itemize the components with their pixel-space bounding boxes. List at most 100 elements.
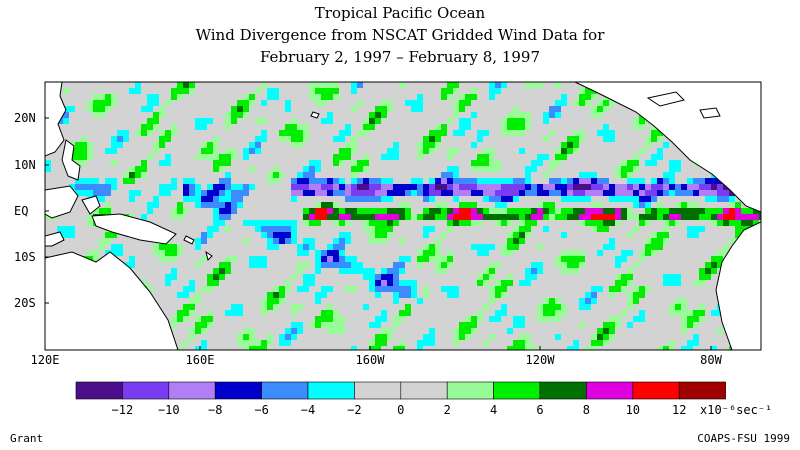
field-cell (603, 166, 609, 172)
field-cell (297, 196, 303, 202)
field-cell (417, 88, 423, 94)
field-cell (159, 274, 165, 280)
field-cell (183, 166, 189, 172)
field-cell (705, 172, 711, 178)
field-cell (675, 148, 681, 154)
field-cell (519, 154, 525, 160)
field-cell (381, 196, 387, 202)
field-cell (321, 106, 327, 112)
field-cell (687, 310, 693, 316)
field-cell (393, 244, 399, 250)
field-cell (285, 160, 291, 166)
field-cell (201, 166, 207, 172)
field-cell (417, 316, 423, 322)
field-cell (609, 268, 615, 274)
field-cell (357, 262, 363, 268)
field-cell (159, 298, 165, 304)
field-cell (147, 142, 153, 148)
field-cell (567, 214, 573, 220)
field-cell (345, 208, 351, 214)
field-cell (627, 226, 633, 232)
field-cell (243, 94, 249, 100)
field-cell (303, 238, 309, 244)
field-cell (429, 106, 435, 112)
field-cell (51, 250, 57, 256)
field-cell (369, 130, 375, 136)
field-cell (195, 298, 201, 304)
field-cell (75, 238, 81, 244)
field-cell (429, 226, 435, 232)
field-cell (285, 190, 291, 196)
field-cell (423, 124, 429, 130)
field-cell (753, 208, 759, 214)
field-cell (147, 154, 153, 160)
field-cell (195, 310, 201, 316)
field-cell (501, 124, 507, 130)
field-cell (519, 112, 525, 118)
field-cell (183, 232, 189, 238)
field-cell (273, 148, 279, 154)
field-cell (567, 262, 573, 268)
field-cell (675, 256, 681, 262)
field-cell (207, 226, 213, 232)
field-cell (171, 148, 177, 154)
field-cell (189, 328, 195, 334)
field-cell (93, 148, 99, 154)
field-cell (51, 172, 57, 178)
field-cell (231, 286, 237, 292)
field-cell (495, 142, 501, 148)
field-cell (423, 202, 429, 208)
field-cell (483, 136, 489, 142)
field-cell (423, 250, 429, 256)
field-cell (621, 184, 627, 190)
field-cell (639, 310, 645, 316)
field-cell (597, 226, 603, 232)
field-cell (507, 322, 513, 328)
field-cell (687, 304, 693, 310)
field-cell (123, 166, 129, 172)
field-cell (543, 184, 549, 190)
field-cell (729, 202, 735, 208)
field-cell (675, 238, 681, 244)
field-cell (489, 154, 495, 160)
field-cell (477, 118, 483, 124)
field-cell (627, 148, 633, 154)
field-cell (429, 304, 435, 310)
field-cell (81, 184, 87, 190)
field-cell (489, 310, 495, 316)
field-cell (519, 250, 525, 256)
field-cell (351, 280, 357, 286)
field-cell (363, 328, 369, 334)
field-cell (525, 232, 531, 238)
field-cell (483, 226, 489, 232)
field-cell (225, 112, 231, 118)
field-cell (459, 292, 465, 298)
field-cell (651, 172, 657, 178)
field-cell (69, 112, 75, 118)
field-cell (465, 196, 471, 202)
field-cell (435, 316, 441, 322)
field-cell (495, 286, 501, 292)
field-cell (249, 226, 255, 232)
field-cell (153, 166, 159, 172)
field-cell (135, 268, 141, 274)
field-cell (189, 250, 195, 256)
field-cell (627, 172, 633, 178)
field-cell (465, 280, 471, 286)
field-cell (579, 130, 585, 136)
field-cell (441, 214, 447, 220)
field-cell (99, 136, 105, 142)
field-cell (333, 268, 339, 274)
field-cell (303, 298, 309, 304)
field-cell (453, 196, 459, 202)
field-cell (129, 238, 135, 244)
field-cell (153, 112, 159, 118)
field-cell (231, 208, 237, 214)
field-cell (279, 232, 285, 238)
field-cell (339, 244, 345, 250)
field-cell (63, 178, 69, 184)
field-cell (441, 322, 447, 328)
field-cell (513, 106, 519, 112)
field-cell (567, 184, 573, 190)
field-cell (81, 118, 87, 124)
